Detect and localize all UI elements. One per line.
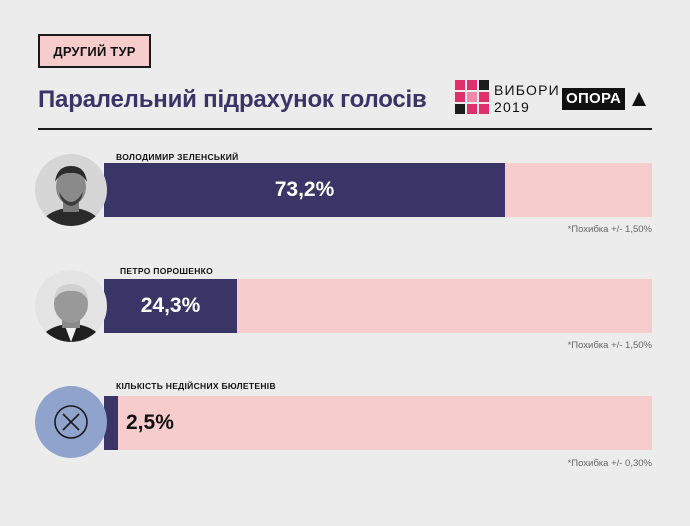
vybory-logo-text: ВИБОРИ 2019 (494, 82, 560, 116)
bar-poroshenko (104, 279, 237, 333)
value-label: 24,3% (140, 294, 201, 317)
error-note: *Похибка +/- 0,30% (567, 458, 652, 469)
vybory-logo-icon (455, 80, 489, 114)
error-note: *Похибка +/- 1,50% (567, 340, 652, 351)
poroshenko-photo-icon (35, 270, 107, 342)
opora-logo-text: ОПОРА (562, 88, 626, 110)
category-label: ПЕТРО ПОРОШЕНКО (120, 266, 214, 276)
value-label: 2,5% (126, 411, 174, 434)
round-label: ДРУГИЙ ТУР (38, 34, 151, 68)
zelensky-photo-icon (35, 154, 107, 226)
bar-invalid (104, 396, 118, 450)
value-label: 73,2% (274, 178, 335, 201)
opora-logo: ОПОРА (562, 88, 654, 110)
invalid-ballot-icon (35, 386, 107, 458)
header-divider (38, 128, 652, 130)
vybory-logo-line1: ВИБОРИ (494, 82, 560, 98)
error-note: *Похибка +/- 1,50% (567, 224, 652, 235)
category-label: КІЛЬКІСТЬ НЕДІЙСНИХ БЮЛЕТЕНІВ (116, 381, 276, 391)
bar-track: 73,2% (104, 163, 652, 217)
page-title: Паралельний підрахунок голосів (38, 86, 427, 113)
vybory-logo-line2: 2019 (494, 99, 530, 115)
category-label: ВОЛОДИМИР ЗЕЛЕНСЬКИЙ (116, 152, 239, 162)
bar-zelensky (104, 163, 505, 217)
bar-track: 2,5% (104, 396, 652, 450)
bar-track: 24,3% (104, 279, 652, 333)
triangle-icon (632, 92, 647, 106)
